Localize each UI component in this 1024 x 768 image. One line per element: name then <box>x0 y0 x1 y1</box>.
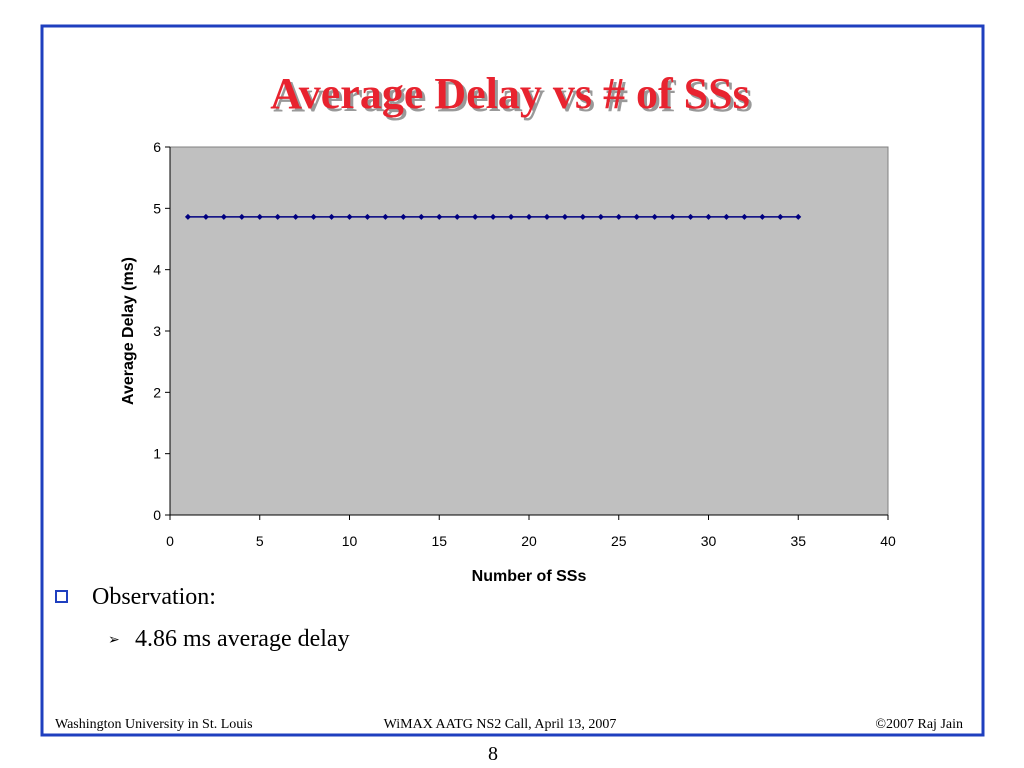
marker <box>759 213 766 220</box>
x-tick-label: 0 <box>166 533 174 549</box>
marker <box>346 213 353 220</box>
marker <box>561 213 568 220</box>
marker <box>615 213 622 220</box>
marker <box>184 213 191 220</box>
footer-center: WiMAX AATG NS2 Call, April 13, 2007 <box>384 717 617 732</box>
slide-border <box>40 24 985 737</box>
marker <box>400 213 407 220</box>
marker <box>777 213 784 220</box>
marker <box>418 213 425 220</box>
bullet: Observation: <box>92 584 216 610</box>
x-tick-label: 5 <box>256 533 264 549</box>
y-tick-label: 3 <box>153 323 161 339</box>
y-tick-label: 2 <box>153 384 161 400</box>
marker <box>328 213 335 220</box>
marker <box>490 213 497 220</box>
marker <box>202 213 209 220</box>
marker <box>597 213 604 220</box>
marker <box>543 213 550 220</box>
x-tick-label: 15 <box>431 533 447 549</box>
marker <box>238 213 245 220</box>
y-tick-label: 5 <box>153 200 161 216</box>
marker <box>220 213 227 220</box>
marker <box>310 213 317 220</box>
marker <box>669 213 676 220</box>
sub-bullet-icon: ➢ <box>108 633 120 648</box>
plot-area <box>169 146 889 516</box>
marker <box>705 213 712 220</box>
marker <box>292 213 299 220</box>
marker <box>633 213 640 220</box>
marker <box>472 213 479 220</box>
x-tick-label: 20 <box>521 533 537 549</box>
x-axis-label: Number of SSs <box>472 568 587 585</box>
sub-bullet: 4.86 ms average delay <box>135 626 350 652</box>
x-tick-label: 10 <box>342 533 358 549</box>
marker <box>526 213 532 220</box>
marker <box>274 213 281 220</box>
marker <box>687 213 694 220</box>
marker <box>795 213 802 220</box>
marker <box>741 213 748 220</box>
footer-left: Washington University in St. Louis <box>55 717 253 732</box>
y-tick-label: 4 <box>153 262 161 278</box>
marker <box>436 213 443 220</box>
marker <box>508 213 515 220</box>
bullet-icon <box>55 590 68 603</box>
marker <box>382 213 389 220</box>
x-tick-label: 25 <box>611 533 627 549</box>
marker <box>651 213 658 220</box>
x-tick-label: 30 <box>701 533 717 549</box>
x-tick-label: 40 <box>880 533 896 549</box>
y-axis-label: Average Delay (ms) <box>120 257 137 405</box>
y-tick-label: 0 <box>153 507 161 523</box>
x-tick-label: 35 <box>790 533 806 549</box>
page-number: 8 <box>488 743 498 765</box>
chart: 0 1 2 3 4 5 6 0 5 10 15 20 25 30 35 40 Number of SSs Aver… <box>120 139 896 585</box>
y-tick-label: 6 <box>153 139 161 155</box>
marker <box>256 213 263 220</box>
marker <box>723 213 730 220</box>
marker <box>454 213 461 220</box>
marker <box>579 213 586 220</box>
slide-title: Average Delay vs # of SSs <box>270 69 749 118</box>
marker <box>364 213 371 220</box>
footer-right: ©2007 Raj Jain <box>875 717 963 732</box>
y-tick-label: 1 <box>153 446 161 462</box>
title-shadow: Average Delay vs # of SSs <box>273 72 752 121</box>
